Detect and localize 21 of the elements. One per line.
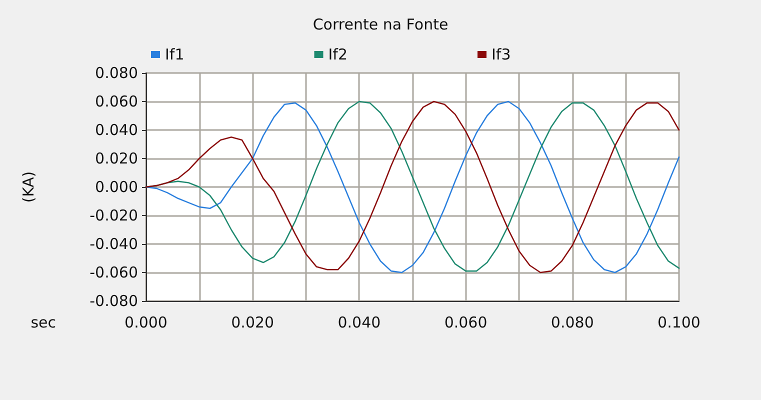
y-tick-label: 0.060 [95, 92, 138, 110]
y-tick-label: -0.060 [90, 264, 138, 282]
legend-label: If2 [328, 46, 348, 64]
x-tick-label: 0.100 [658, 314, 700, 332]
chart-title: Corrente na Fonte [312, 16, 448, 34]
x-tick-label: 0.040 [338, 314, 381, 332]
y-tick-label: -0.080 [90, 292, 138, 310]
y-tick-label: 0.000 [95, 178, 138, 196]
x-tick-label: 0.000 [124, 314, 168, 332]
x-tick-label: 0.020 [231, 314, 274, 332]
y-axis-title: (KA) [20, 171, 38, 203]
y-tick-label: -0.040 [90, 235, 138, 253]
legend-label: If1 [165, 46, 184, 64]
legend-label: If3 [491, 46, 511, 64]
x-tick-label: 0.060 [444, 314, 488, 332]
y-tick-label: 0.040 [95, 121, 138, 139]
x-tick-label: 0.080 [550, 314, 594, 332]
y-tick-label: 0.080 [95, 64, 138, 82]
x-axis-title: sec [30, 314, 56, 332]
y-tick-label: 0.020 [95, 150, 138, 168]
y-tick-label: -0.020 [90, 206, 138, 224]
